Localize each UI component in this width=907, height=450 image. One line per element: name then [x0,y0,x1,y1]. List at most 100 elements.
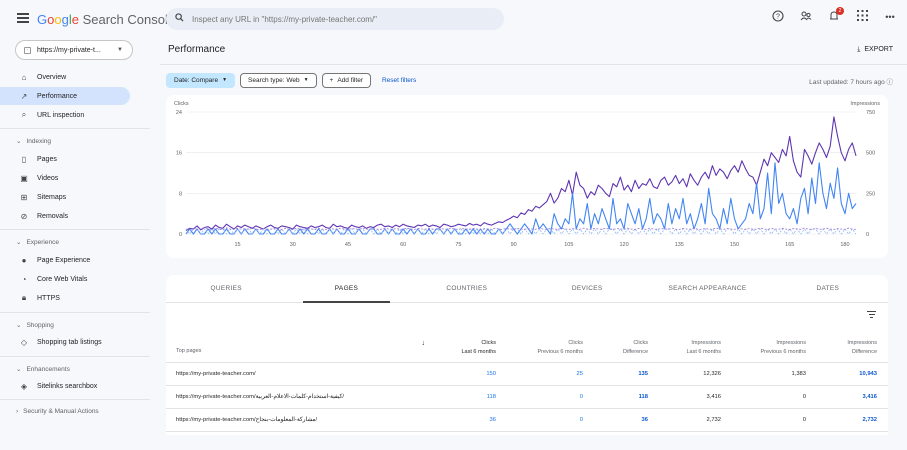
column-header[interactable]: Clicks Previous 6 months [537,339,583,357]
filter-rows-icon[interactable] [867,311,876,318]
x-tick-label: 90 [511,242,517,248]
chevron-down-icon: ⌄ [16,322,22,329]
sidebar-item-page-experience[interactable]: ● Page Experience [0,251,130,269]
sidebar-item-pages[interactable]: ▯ Pages [0,150,130,168]
search-input[interactable] [192,11,492,27]
divider [0,356,150,357]
sidebar-item-sitemaps[interactable]: ⊞ Sitemaps [0,188,130,206]
table-cell: 0 [802,394,806,400]
sidebar-item-https[interactable]: 🔒︎ HTTPS [0,289,130,307]
column-header[interactable]: Impressions Last 6 months [686,339,721,357]
tab-search-appearance[interactable]: SEARCH APPEARANCE [668,285,747,292]
logo[interactable]: Google Search Console [37,12,175,27]
report-table-card: QUERIES PAGES COUNTRIES DEVICES SEARCH APPEA… [166,275,888,435]
section-title: Indexing [26,137,52,145]
tab-devices[interactable]: DEVICES [571,285,603,292]
column-header-period: Difference [623,349,648,355]
table-row[interactable]: https://my-private-teacher.com/مشاركة-ال… [166,409,888,432]
series-line-impressions [185,116,857,232]
notifications-icon[interactable]: 2 [827,7,844,24]
lock-icon: 🔒︎ [21,293,27,302]
chevron-down-icon: ▼ [303,77,309,83]
tab-pages[interactable]: PAGES [286,275,406,303]
page-url[interactable]: https://my-private-teacher.com/كيفية-است… [176,394,344,400]
column-header-period: Previous 6 months [760,349,806,355]
chip-label: Date: Compare [174,76,219,84]
series-line-impressions_prev [185,227,857,231]
table-row[interactable]: https://my-private-teacher.com/150 25 135 1… [166,363,888,386]
search-type-chip[interactable]: Search type: Web ▼ [240,72,317,88]
account-avatar[interactable]: ••• [885,12,895,22]
tab-countries[interactable]: COUNTRIES [446,285,488,292]
page-url[interactable]: https://my-private-teacher.com/ [176,371,256,377]
sidebar-item-label: Performance [37,92,78,100]
column-header[interactable]: Impressions Previous 6 months [760,339,806,357]
x-tick-label: 30 [290,242,296,248]
table-cell: 36 [489,417,496,423]
sidebar-item-url-inspection[interactable]: ⌕ URL inspection [0,106,130,124]
help-icon[interactable]: ? [771,10,785,24]
trend-icon: ↗ [20,91,28,101]
url-inspect-search[interactable] [166,8,504,30]
table-cell: 36 [641,417,648,423]
users-icon[interactable] [799,10,813,24]
column-header-metric: Clicks [568,340,583,346]
sidebar-item-shopping-tab-listings[interactable]: ◇ Shopping tab listings [0,333,130,351]
tab-queries[interactable]: QUERIES [210,285,242,292]
section-indexing[interactable]: ⌄ Indexing [16,137,52,146]
apps-grid-icon[interactable] [855,10,869,24]
home-icon: ⌂ [21,72,27,82]
left-tick-label: 16 [176,151,182,157]
sidebar-item-label: Page Experience [37,256,91,264]
export-button[interactable]: ⤓ EXPORT [857,46,893,54]
right-tick-label: 0 [866,232,869,238]
property-icon: · [24,46,31,54]
column-header-period: Last 6 months [686,349,721,355]
sidebar-item-label: Videos [37,174,59,182]
help-icon[interactable]: ⓘ [886,79,894,86]
property-label: https://my-private-t... [37,46,101,54]
date-filter-chip[interactable]: Date: Compare ▼ [166,72,236,88]
table-cell: 2,732 [706,417,721,423]
column-header[interactable]: Impressions Difference [847,339,877,357]
table-cell: 118 [638,394,648,400]
sidebar-item-removals[interactable]: ⊘ Removals [0,207,130,225]
sidebar-item-label: URL inspection [37,111,85,119]
column-header[interactable]: Clicks Last 6 months ↓ [421,339,496,357]
add-filter-button[interactable]: + Add filter [321,72,371,88]
menu-icon[interactable] [17,13,29,23]
sidebar-item-videos[interactable]: ▣ Videos [0,169,130,187]
left-tick-label: 0 [179,232,182,238]
performance-chart-card: Clicks Impressions 24 16 8 0 750 500 250 0 15 30 45 6… [166,95,888,258]
sidebar: · https://my-private-t... ▼ ⌂ Overview ↗… [0,40,160,450]
chevron-right-icon: › [16,408,19,415]
x-tick-label: 135 [675,242,684,248]
right-axis-label: Impressions [850,101,880,107]
section-title: Shopping [26,321,54,329]
page-url[interactable]: https://my-private-teacher.com/مشاركة-ال… [176,417,318,423]
reset-filters-link[interactable]: Reset filters [381,76,417,84]
sidebar-item-sitelinks-searchbox[interactable]: ◈ Sitelinks searchbox [0,377,130,395]
sidebar-item-performance[interactable]: ↗ Performance [0,87,130,105]
section-security[interactable]: › Security & Manual Actions [16,408,99,415]
section-title: Enhancements [26,365,70,373]
column-header-metric: Clicks [633,340,648,346]
table-row[interactable]: https://my-private-teacher.com/كيفية-است… [166,386,888,409]
column-header-period: Previous 6 months [537,349,583,355]
divider [0,229,150,230]
sidebar-item-overview[interactable]: ⌂ Overview [0,68,130,86]
property-selector[interactable]: · https://my-private-t... ▼ [15,40,133,60]
section-shopping[interactable]: ⌄ Shopping [16,321,54,330]
performance-header: Performance ⤓ EXPORT [166,40,907,64]
sidebar-item-core-web-vitals[interactable]: ◔ Core Web Vitals [0,270,130,288]
chevron-down-icon: ▼ [117,47,123,53]
tab-dates[interactable]: DATES [816,285,840,292]
removal-icon: ⊘ [20,211,28,221]
section-enhancements[interactable]: ⌄ Enhancements [16,365,70,374]
table-cell: 25 [576,371,583,377]
table-cell: 135 [638,371,648,377]
report-tabs: QUERIES PAGES COUNTRIES DEVICES SEARCH APPEA… [166,275,888,303]
section-experience[interactable]: ⌄ Experience [16,238,59,247]
column-header[interactable]: Clicks Difference [623,339,648,357]
download-icon: ⤓ [857,46,861,53]
